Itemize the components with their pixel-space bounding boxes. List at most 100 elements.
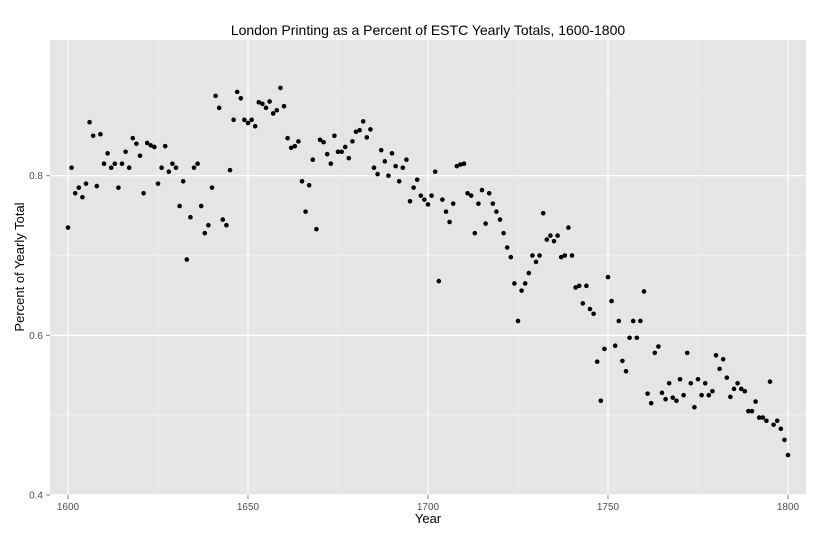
data-point <box>126 165 132 171</box>
data-point <box>501 230 506 236</box>
x-tick-label: 1650 <box>237 502 260 513</box>
data-point <box>231 117 236 123</box>
data-point <box>234 89 240 95</box>
data-point <box>80 194 85 200</box>
data-point <box>112 161 118 167</box>
data-point <box>497 217 503 222</box>
data-point <box>72 190 78 196</box>
data-point <box>144 140 150 146</box>
data-point <box>130 135 136 141</box>
data-point <box>242 117 247 123</box>
data-point <box>479 187 485 193</box>
data-point <box>760 415 766 420</box>
data-point <box>742 388 748 394</box>
data-point <box>753 399 758 404</box>
data-point <box>717 366 722 372</box>
data-point <box>598 398 604 404</box>
data-point <box>350 139 355 144</box>
data-point <box>360 119 366 124</box>
data-point <box>533 259 539 265</box>
data-point <box>249 117 254 123</box>
data-point <box>155 181 161 186</box>
data-point <box>537 253 542 258</box>
data-point <box>414 177 420 182</box>
data-point <box>371 165 377 171</box>
data-point <box>630 318 636 324</box>
data-point <box>656 344 661 349</box>
data-point <box>285 135 290 141</box>
data-point <box>90 133 96 139</box>
data-point <box>310 157 316 163</box>
data-point <box>512 281 517 286</box>
data-point <box>425 202 431 207</box>
data-point <box>515 318 521 324</box>
data-point <box>609 298 614 304</box>
data-point <box>504 245 510 250</box>
data-point <box>141 190 146 196</box>
data-point <box>652 350 658 356</box>
data-point <box>594 359 600 364</box>
data-point <box>461 161 467 167</box>
data-point <box>785 452 791 458</box>
data-point <box>195 161 200 167</box>
data-point <box>238 95 244 101</box>
data-point <box>184 257 190 262</box>
data-point <box>256 99 262 105</box>
data-point <box>674 398 679 404</box>
data-point <box>526 270 532 276</box>
data-point <box>162 143 168 149</box>
data-point <box>699 392 704 398</box>
data-point <box>137 153 143 159</box>
data-point <box>670 395 676 400</box>
data-point <box>616 318 622 324</box>
data-point <box>335 149 341 155</box>
data-point <box>584 283 589 289</box>
data-point <box>749 408 755 414</box>
data-point <box>274 107 280 113</box>
data-point <box>292 143 298 149</box>
data-point <box>375 171 380 177</box>
data-point <box>303 209 308 214</box>
data-point <box>454 163 460 169</box>
data-point <box>450 201 456 206</box>
data-point <box>98 131 103 137</box>
data-point <box>548 233 553 238</box>
data-point <box>339 149 344 155</box>
data-point <box>306 182 312 188</box>
data-point <box>245 120 251 126</box>
data-point <box>267 99 272 104</box>
data-point <box>623 368 629 374</box>
data-point <box>173 165 179 171</box>
data-point <box>332 133 337 139</box>
data-point <box>94 183 100 189</box>
data-point <box>260 101 265 107</box>
data-point <box>555 233 560 238</box>
data-point <box>440 197 445 202</box>
data-point <box>227 167 233 173</box>
major-grid <box>50 40 806 496</box>
data-point <box>328 161 334 167</box>
x-tick-label: 1600 <box>57 502 80 513</box>
data-point <box>357 127 362 133</box>
data-point <box>681 392 686 398</box>
data-point <box>544 237 550 242</box>
data-point <box>468 193 474 198</box>
data-point <box>252 123 258 129</box>
data-point <box>317 137 323 143</box>
data-point <box>263 105 269 111</box>
data-point <box>731 386 737 392</box>
data-point <box>746 408 751 414</box>
data-point <box>321 139 326 145</box>
y-axis-title: Percent of Yearly Total <box>12 202 27 331</box>
data-point <box>587 306 593 312</box>
data-point <box>87 119 92 125</box>
data-point <box>346 155 352 161</box>
data-point <box>170 161 175 167</box>
data-point <box>490 201 496 206</box>
data-point <box>418 193 424 198</box>
data-point <box>411 185 416 190</box>
y-tick-label: 0.4 <box>29 491 43 502</box>
data-point <box>443 209 449 214</box>
data-point <box>695 376 701 382</box>
data-point <box>119 161 125 167</box>
